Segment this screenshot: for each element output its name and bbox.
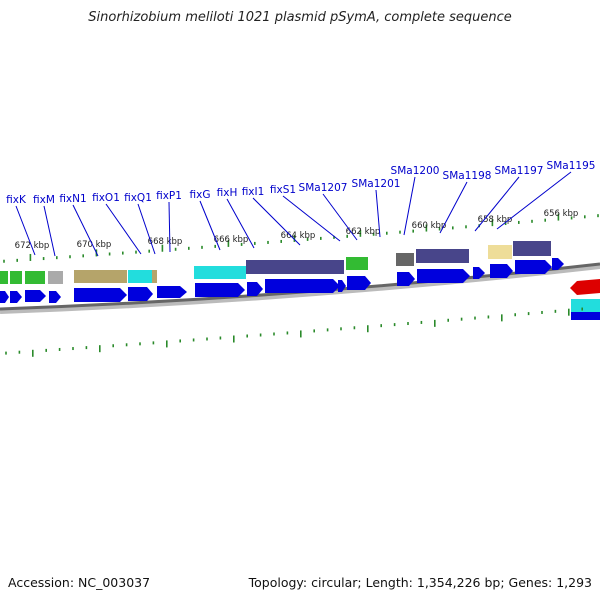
cds-arrow xyxy=(417,269,470,283)
gene-label: SMa1197 xyxy=(495,165,544,177)
feature-bar xyxy=(346,257,368,270)
gene-label: fixO1 xyxy=(92,192,120,204)
kbp-label: 670 kbp xyxy=(77,240,112,250)
topology: Topology: circular; Length: 1,354,226 bp… xyxy=(248,575,592,590)
cds-arrow xyxy=(338,280,346,292)
gene-leader-line xyxy=(403,176,416,236)
kbp-label: 660 kbp xyxy=(412,221,447,231)
gene-leader-line xyxy=(282,195,341,242)
feature-bar xyxy=(25,271,45,284)
kbp-label: 658 kbp xyxy=(478,215,513,225)
gene-label: fixM xyxy=(33,194,55,206)
feature-bar xyxy=(128,270,152,283)
feature-bar xyxy=(0,271,8,284)
gene-label: SMa1198 xyxy=(443,170,492,182)
gene-label: fixQ1 xyxy=(124,192,152,204)
gene-leader-line xyxy=(168,201,171,253)
gene-leader-line xyxy=(439,181,468,234)
cds-arrow xyxy=(0,291,9,303)
gene-leader-line xyxy=(72,204,99,257)
accession: Accession: NC_003037 xyxy=(8,575,151,590)
feature-bar xyxy=(48,271,63,284)
gene-label: fixG xyxy=(190,189,211,201)
cds-arrow xyxy=(128,287,153,301)
gene-leader-line xyxy=(496,171,572,230)
gene-leader-line xyxy=(105,203,142,255)
cds-arrow xyxy=(515,260,552,274)
cds-arrow xyxy=(265,279,340,293)
feature-bar xyxy=(571,312,600,320)
kbp-label: 664 kbp xyxy=(281,231,316,241)
feature-bar xyxy=(152,270,157,283)
gene-leader-line xyxy=(199,200,221,251)
gene-label: fixP1 xyxy=(156,190,182,202)
gene-label: SMa1200 xyxy=(391,165,440,177)
cds-arrow xyxy=(195,283,245,297)
gene-label: SMa1195 xyxy=(547,160,596,172)
kbp-label: 666 kbp xyxy=(214,235,249,245)
gene-label: fixH xyxy=(217,187,238,199)
feature-bar xyxy=(194,266,246,279)
gene-label: fixS1 xyxy=(270,184,296,196)
gene-label: fixI1 xyxy=(242,186,265,198)
gene-leader-line xyxy=(43,205,56,257)
gene-leader-line xyxy=(226,198,255,249)
tick-track-lower xyxy=(5,307,584,357)
gene-label: SMa1207 xyxy=(299,182,348,194)
gene-leader-line xyxy=(252,197,301,246)
cds-arrow xyxy=(347,276,371,290)
cds-arrow xyxy=(490,264,513,278)
cds-arrow xyxy=(25,290,46,302)
cds-arrow xyxy=(552,258,564,270)
gene-leader-line xyxy=(474,176,520,232)
feature-bar xyxy=(396,253,414,266)
feature-track xyxy=(0,241,551,284)
backbone-shadow xyxy=(0,263,600,314)
gene-leader-line xyxy=(137,203,156,255)
feature-bar xyxy=(74,270,127,283)
feature-bar xyxy=(571,299,600,312)
cds-track xyxy=(0,258,564,303)
cds-arrow xyxy=(74,288,127,302)
cds-arrow xyxy=(473,267,485,279)
cds-arrow xyxy=(157,286,187,298)
gene-leader-line xyxy=(15,205,36,256)
kbp-label: 662 kbp xyxy=(346,227,381,237)
kbp-label: 668 kbp xyxy=(148,237,183,247)
kbp-label: 656 kbp xyxy=(544,209,579,219)
feature-bar xyxy=(513,241,551,256)
cds-arrow xyxy=(49,291,61,303)
feature-bar xyxy=(246,260,344,274)
gene-leader-line xyxy=(375,189,381,238)
feature-bar xyxy=(488,245,512,259)
tick-track-upper xyxy=(3,213,599,263)
kbp-labels: 672 kbp 670 kbp 668 kbp 666 kbp 664 kbp 662 k… xyxy=(15,209,579,251)
map-title: Sinorhizobium meliloti 1021 plasmid pSym… xyxy=(88,10,512,25)
gene-leader-line xyxy=(322,193,358,241)
feature-bar xyxy=(10,271,22,284)
gene-label: SMa1201 xyxy=(352,178,401,190)
gene-labels: fixK fixM fixN1 fixO1 fixQ1 fixP1 fixG fixH fixI… xyxy=(6,160,596,257)
feature-arrow-red xyxy=(570,279,600,295)
feature-bar xyxy=(416,249,469,263)
cds-arrow xyxy=(10,291,22,303)
gene-label: fixN1 xyxy=(59,193,86,205)
cds-arrow xyxy=(397,272,415,286)
cds-arrow xyxy=(247,282,263,296)
gene-label: fixK xyxy=(6,194,27,206)
